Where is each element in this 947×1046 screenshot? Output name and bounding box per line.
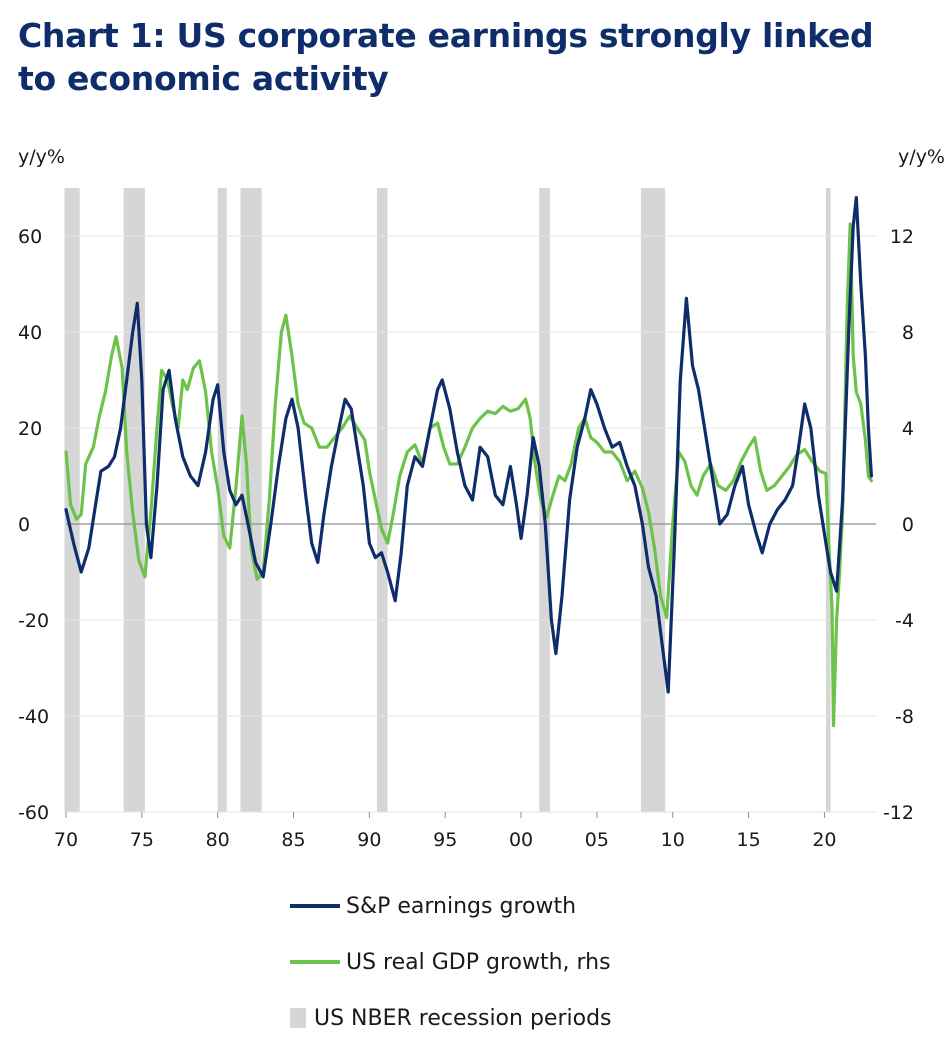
chart-title: Chart 1: US corporate earnings strongly … [18, 16, 874, 98]
left-axis-unit-label: y/y% [18, 146, 65, 168]
left-axis-tick-3: 0 [18, 514, 30, 536]
right-axis-tick-2: -4 [895, 610, 914, 632]
left-axis-tick-6: 60 [18, 226, 42, 248]
chart-legend: S&P earnings growth US real GDP growth, … [290, 878, 612, 1046]
recession-band-2 [217, 188, 227, 812]
series-line-gdp-growth [64, 222, 873, 728]
x-axis-ticks: 70 75 80 85 90 95 00 05 10 15 20 [54, 812, 837, 851]
left-axis-tick-4: 20 [18, 418, 42, 440]
right-axis-tick-1: -8 [895, 706, 914, 728]
x-axis-tick-1: 75 [130, 829, 154, 851]
left-axis-tick-0: -60 [18, 802, 49, 824]
left-axis-tick-1: -40 [18, 706, 49, 728]
recession-band-1 [123, 188, 145, 812]
right-axis-ticks: -12 -8 -4 0 4 8 12 [883, 226, 914, 824]
grid-lines [66, 235, 876, 813]
x-axis-tick-4: 90 [357, 829, 381, 851]
x-axis-tick-7: 05 [585, 829, 609, 851]
recession-band-5 [539, 188, 550, 812]
legend-swatch-recessions [290, 1008, 306, 1028]
right-axis-tick-6: 12 [890, 226, 914, 248]
left-axis-tick-5: 40 [18, 322, 42, 344]
recession-band-3 [240, 188, 262, 812]
left-axis-tick-2: -20 [18, 610, 49, 632]
right-axis-tick-4: 4 [902, 418, 914, 440]
legend-label-recessions: US NBER recession periods [314, 1005, 612, 1031]
x-axis-tick-3: 85 [281, 829, 305, 851]
right-axis-tick-3: 0 [902, 514, 914, 536]
x-axis-tick-10: 20 [812, 829, 836, 851]
legend-item-sp-earnings: S&P earnings growth [290, 878, 612, 934]
x-axis-tick-0: 70 [54, 829, 78, 851]
series-lines [64, 196, 873, 728]
x-axis-tick-6: 00 [509, 829, 533, 851]
x-axis-tick-9: 15 [736, 829, 760, 851]
legend-item-gdp-growth: US real GDP growth, rhs [290, 934, 612, 990]
series-line-sp-earnings [64, 196, 873, 694]
left-axis-ticks: -60 -40 -20 0 20 40 60 [18, 226, 49, 824]
x-axis-tick-5: 95 [433, 829, 457, 851]
recession-band-0 [64, 188, 80, 812]
legend-label-sp-earnings: S&P earnings growth [346, 893, 577, 919]
legend-label-gdp-growth: US real GDP growth, rhs [346, 949, 611, 975]
right-axis-tick-5: 8 [902, 322, 914, 344]
legend-swatch-gdp-growth [290, 960, 340, 964]
x-axis-tick-8: 10 [661, 829, 685, 851]
right-axis-unit-label: y/y% [898, 146, 945, 168]
recession-band-4 [376, 188, 388, 812]
legend-swatch-sp-earnings [290, 904, 340, 908]
right-axis-tick-0: -12 [883, 802, 914, 824]
x-axis-tick-2: 80 [206, 829, 230, 851]
legend-item-recessions: US NBER recession periods [290, 990, 612, 1046]
